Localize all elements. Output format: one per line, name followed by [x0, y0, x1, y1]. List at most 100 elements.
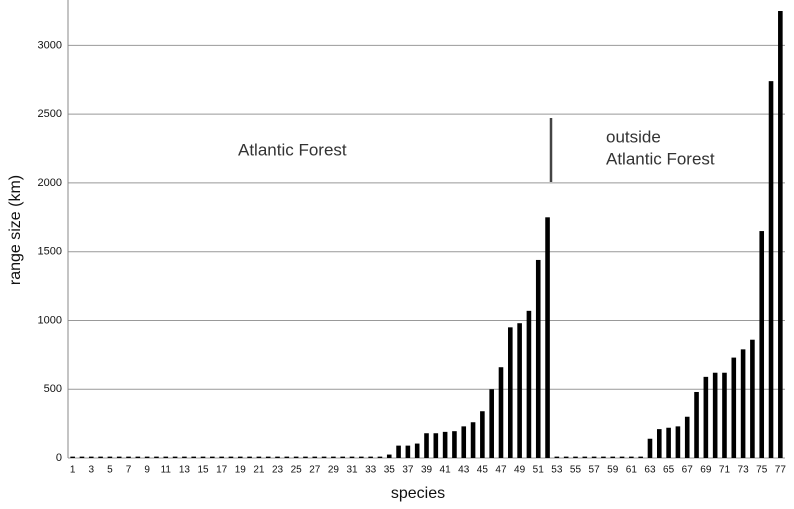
bar [778, 11, 783, 459]
y-tick-label: 1000 [38, 314, 62, 326]
bar [321, 456, 327, 458]
bar [135, 456, 141, 458]
bar [200, 456, 206, 458]
bar [731, 357, 737, 458]
bar [433, 433, 439, 458]
bar [303, 456, 308, 458]
bar [601, 456, 606, 458]
bar [591, 456, 597, 458]
bar [182, 456, 187, 458]
bar [442, 431, 448, 458]
x-tick-label: 55 [570, 465, 582, 476]
x-tick-label: 3 [88, 465, 94, 476]
bar [247, 456, 252, 458]
x-tick-label: 71 [719, 465, 731, 476]
bar [144, 456, 150, 458]
bar [508, 327, 513, 458]
bar [722, 372, 727, 458]
bar [331, 456, 336, 458]
bar [656, 429, 662, 458]
bar [610, 456, 616, 458]
bar [88, 456, 94, 458]
x-tick-label: 69 [700, 465, 712, 476]
bar [293, 456, 299, 458]
bar [116, 456, 122, 458]
x-tick-label: 11 [161, 465, 172, 476]
bar [684, 416, 690, 458]
bar [750, 339, 755, 458]
x-tick-label: 39 [421, 465, 433, 476]
x-tick-label: 23 [272, 465, 284, 476]
x-tick-label: 59 [607, 465, 619, 476]
x-tick-label: 21 [253, 465, 265, 476]
x-tick-label: 33 [365, 465, 377, 476]
bar [228, 456, 234, 458]
bar [629, 456, 634, 458]
bar [759, 231, 765, 458]
bar [535, 259, 541, 458]
bar [675, 426, 681, 458]
bar [154, 456, 159, 458]
x-tick-label: 51 [533, 465, 545, 476]
bar [452, 431, 457, 458]
bar [470, 422, 476, 458]
bar [70, 456, 75, 458]
bar [405, 445, 411, 458]
x-tick-label: 27 [309, 465, 321, 476]
bar [740, 349, 746, 458]
bar [340, 456, 345, 458]
bar [489, 389, 494, 458]
x-tick-label: 9 [144, 465, 150, 476]
bar [284, 456, 290, 458]
bar [768, 81, 774, 458]
y-tick-label: 3000 [38, 39, 62, 51]
x-tick-label: 49 [514, 465, 526, 476]
y-tick-label: 0 [56, 452, 62, 464]
x-tick-label: 35 [384, 465, 396, 476]
bar [694, 391, 699, 458]
x-tick-label: 15 [197, 465, 209, 476]
x-tick-label: 61 [626, 465, 638, 476]
x-tick-label: 1 [70, 465, 76, 476]
x-tick-label: 25 [291, 465, 303, 476]
bar [414, 443, 420, 458]
bar [545, 217, 550, 458]
bar [480, 411, 485, 458]
bar [526, 310, 532, 458]
bar [461, 426, 467, 458]
bar [573, 456, 578, 458]
y-axis-title: range size (km) [7, 175, 24, 285]
bar [554, 456, 560, 458]
bar [368, 456, 373, 458]
bar [619, 456, 625, 458]
y-tick-label: 1500 [38, 246, 62, 258]
x-tick-label: 57 [589, 465, 601, 476]
annotation: Atlantic Forest [238, 140, 347, 159]
x-tick-label: 29 [328, 465, 340, 476]
bar [349, 456, 355, 458]
annotation: Atlantic Forest [606, 149, 715, 168]
bar [163, 456, 169, 458]
x-tick-label: 63 [644, 465, 656, 476]
bar [386, 454, 392, 458]
x-tick-label: 31 [346, 465, 358, 476]
bar [396, 445, 401, 458]
bar [703, 376, 709, 458]
bar [237, 456, 243, 458]
bar [79, 456, 85, 458]
x-tick-label: 45 [477, 465, 489, 476]
x-tick-label: 19 [235, 465, 247, 476]
x-tick-label: 43 [458, 465, 470, 476]
bar [666, 427, 671, 458]
x-tick-label: 17 [216, 465, 228, 476]
y-tick-label: 2000 [38, 177, 62, 189]
x-tick-label: 77 [775, 465, 787, 476]
x-tick-label: 75 [756, 465, 768, 476]
bar [517, 323, 522, 458]
x-axis-title: species [391, 485, 445, 502]
bar [563, 456, 569, 458]
x-tick-label: 41 [440, 465, 452, 476]
x-tick-label: 7 [126, 465, 132, 476]
